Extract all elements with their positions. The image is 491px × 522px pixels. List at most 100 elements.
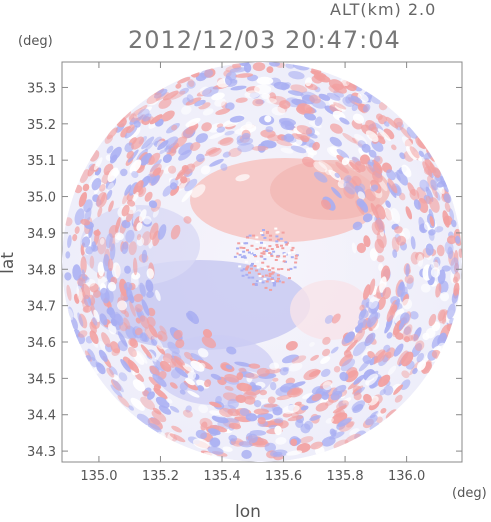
speckle-cell	[106, 367, 115, 378]
speckle-cell	[181, 105, 192, 115]
speckle-cell	[222, 151, 231, 158]
core-cell	[233, 255, 237, 258]
speckle-cell	[140, 396, 156, 410]
speckle-cell	[295, 419, 304, 428]
core-cell	[279, 237, 283, 240]
core-cell	[272, 250, 276, 253]
speckle-cell	[339, 371, 349, 382]
speckle-cell	[97, 207, 103, 218]
speckle-cell	[166, 398, 173, 404]
speckle-cell	[428, 208, 434, 220]
speckle-cell	[449, 208, 455, 221]
speckle-cell	[393, 117, 403, 128]
speckle-cell	[454, 262, 459, 273]
speckle-cell	[257, 417, 266, 425]
speckle-cell	[100, 287, 110, 304]
x-ticks: 135.0 135.2 135.4 135.6 135.8 136.0	[80, 62, 425, 484]
speckle-cell	[149, 163, 162, 177]
speckle-cell	[391, 144, 397, 151]
speckle-cell	[393, 384, 404, 395]
speckle-cell	[352, 113, 365, 124]
speckle-cell	[110, 379, 122, 391]
datetime-title: 2012/12/03 20:47:04	[128, 26, 401, 54]
speckle-cell	[259, 389, 267, 396]
speckle-cell	[200, 69, 214, 79]
speckle-cell	[170, 224, 181, 240]
speckle-cell	[169, 433, 186, 443]
speckle-cell	[344, 331, 355, 343]
speckle-cell	[82, 305, 92, 313]
speckle-cell	[302, 392, 315, 399]
speckle-cell	[451, 219, 457, 228]
speckle-cell	[400, 379, 411, 391]
speckle-cell	[421, 359, 432, 373]
speckle-cell	[285, 62, 295, 69]
speckle-cell	[80, 218, 91, 226]
speckle-cell	[239, 62, 250, 67]
speckle-cell	[303, 112, 317, 121]
speckle-cell	[202, 108, 214, 116]
speckle-cell	[274, 417, 284, 424]
speckle-cell	[204, 379, 212, 388]
speckle-cell	[405, 206, 413, 220]
speckle-cell	[442, 210, 450, 228]
speckle-cell	[141, 249, 148, 263]
core-cell	[272, 281, 276, 284]
speckle-cell	[147, 423, 162, 435]
core-cell	[270, 272, 274, 275]
speckle-cell	[428, 313, 437, 327]
speckle-cell	[285, 450, 303, 456]
speckle-cell	[310, 441, 323, 450]
speckle-cell	[208, 132, 225, 140]
core-cell	[252, 283, 256, 286]
speckle-cell	[394, 172, 401, 181]
y-tick-label: 34.8	[27, 263, 56, 278]
speckle-cell	[139, 209, 147, 223]
speckle-cell	[177, 181, 188, 192]
speckle-cell	[244, 90, 260, 99]
core-cell	[255, 260, 259, 263]
speckle-cell	[169, 405, 180, 413]
speckle-cell	[198, 404, 209, 414]
speckle-cell	[394, 394, 403, 403]
speckle-cell	[419, 179, 430, 192]
speckle-cell	[342, 96, 355, 107]
speckle-cell	[171, 425, 182, 433]
core-cell	[262, 250, 266, 253]
speckle-cell	[305, 107, 315, 115]
speckle-cell	[322, 381, 333, 391]
core-cell	[238, 253, 242, 256]
core-cell	[263, 258, 267, 261]
speckle-cell	[409, 188, 420, 201]
speckle-cell	[128, 337, 137, 347]
speckle-cell	[365, 414, 378, 426]
core-cell	[240, 256, 244, 259]
speckle-cell	[235, 394, 247, 403]
speckle-cell	[96, 192, 108, 208]
speckle-cell	[121, 204, 130, 217]
speckle-cell	[410, 333, 419, 342]
speckle-cell	[152, 335, 164, 350]
speckle-cell	[343, 349, 352, 358]
core-cell	[294, 261, 298, 264]
speckle-cell	[157, 224, 167, 240]
speckle-cell	[178, 149, 192, 161]
core-cell	[259, 246, 263, 249]
speckle-cell	[288, 362, 303, 372]
speckle-cell	[99, 184, 106, 192]
speckle-cell	[397, 350, 409, 366]
speckle-cell	[211, 92, 225, 101]
core-cell	[245, 268, 249, 271]
speckle-cell	[209, 424, 228, 433]
velocity-field	[62, 62, 462, 462]
speckle-cell	[127, 359, 140, 374]
speckle-cell	[274, 425, 282, 436]
core-cell	[237, 242, 241, 245]
speckle-cell	[147, 391, 155, 400]
speckle-cell	[175, 83, 182, 89]
speckle-cell	[144, 191, 153, 202]
core-cell	[261, 261, 265, 264]
core-cell	[251, 262, 254, 265]
speckle-cell	[157, 334, 163, 340]
speckle-cell	[418, 150, 425, 157]
